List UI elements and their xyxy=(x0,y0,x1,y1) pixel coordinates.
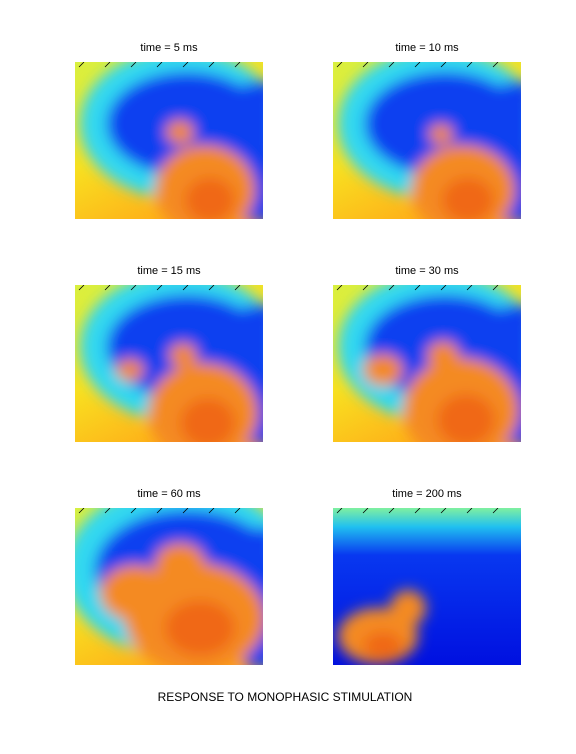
red-core xyxy=(363,632,403,660)
electrode-mark xyxy=(130,285,137,291)
panel-title: time = 200 ms xyxy=(392,488,462,500)
electrode-mark xyxy=(234,62,241,68)
heatmap-fields xyxy=(75,508,263,665)
red-core xyxy=(442,177,494,219)
panel-title: time = 15 ms xyxy=(137,265,201,277)
electrode-mark xyxy=(234,285,241,291)
electrode-mark xyxy=(466,62,473,68)
electrode-mark xyxy=(104,285,111,291)
electrode-mark xyxy=(414,508,421,514)
electrode-mark xyxy=(182,62,189,68)
electrode-mark xyxy=(492,285,499,291)
orange-front xyxy=(390,590,426,626)
electrode-mark xyxy=(208,508,215,514)
orange-front xyxy=(363,354,403,386)
orange-front xyxy=(427,341,459,369)
heatmap-fields xyxy=(80,62,263,219)
heatmap xyxy=(333,508,521,665)
electrode-mark xyxy=(208,62,215,68)
electrode-mark xyxy=(182,285,189,291)
electrode-mark xyxy=(492,508,499,514)
electrode-mark xyxy=(388,62,395,68)
orange-front xyxy=(155,543,205,583)
electrode-mark xyxy=(362,62,369,68)
electrode-mark xyxy=(78,285,85,291)
panel-title: time = 10 ms xyxy=(395,42,459,54)
electrode-mark xyxy=(78,508,85,514)
red-core xyxy=(437,394,495,442)
red-core xyxy=(185,177,235,219)
electrode-mark xyxy=(182,508,189,514)
red-core xyxy=(180,398,236,442)
heatmap-fields xyxy=(80,285,263,442)
electrode-mark xyxy=(104,508,111,514)
orange-front xyxy=(116,359,144,381)
panel-title: time = 30 ms xyxy=(395,265,459,277)
electrode-mark xyxy=(336,508,343,514)
electrode-mark xyxy=(466,508,473,514)
orange-front xyxy=(429,124,453,144)
heatmap-fields xyxy=(338,590,426,664)
electrode-mark xyxy=(362,285,369,291)
electrode-mark xyxy=(388,285,395,291)
electrode-mark xyxy=(388,508,395,514)
electrode-mark xyxy=(130,62,137,68)
heatmap xyxy=(75,285,263,442)
heatmap xyxy=(333,62,521,219)
electrode-mark xyxy=(466,285,473,291)
electrode-mark xyxy=(78,62,85,68)
red-core xyxy=(165,600,235,656)
orange-front xyxy=(166,120,194,144)
heatmap xyxy=(75,508,263,665)
heatmap xyxy=(333,285,521,442)
electrode-mark xyxy=(156,508,163,514)
electrode-mark xyxy=(336,285,343,291)
electrode-mark xyxy=(492,62,499,68)
heatmap-fields xyxy=(338,285,521,442)
heatmap xyxy=(75,62,263,219)
caption: RESPONSE TO MONOPHASIC STIMULATION xyxy=(158,690,413,704)
panel-title: time = 5 ms xyxy=(140,42,198,54)
orange-front xyxy=(169,343,197,367)
electrode-mark xyxy=(440,508,447,514)
electrode-mark xyxy=(104,62,111,68)
electrode-mark xyxy=(156,62,163,68)
electrode-mark xyxy=(440,62,447,68)
electrode-mark xyxy=(414,62,421,68)
panel-title: time = 60 ms xyxy=(137,488,201,500)
heatmap-fields xyxy=(338,62,521,219)
electrode-mark xyxy=(208,285,215,291)
electrode-mark xyxy=(336,62,343,68)
orange-front xyxy=(100,565,170,621)
electrode-mark xyxy=(440,285,447,291)
electrode-mark xyxy=(130,508,137,514)
electrode-mark xyxy=(414,285,421,291)
electrode-mark xyxy=(234,508,241,514)
electrode-mark xyxy=(156,285,163,291)
electrode-mark xyxy=(362,508,369,514)
